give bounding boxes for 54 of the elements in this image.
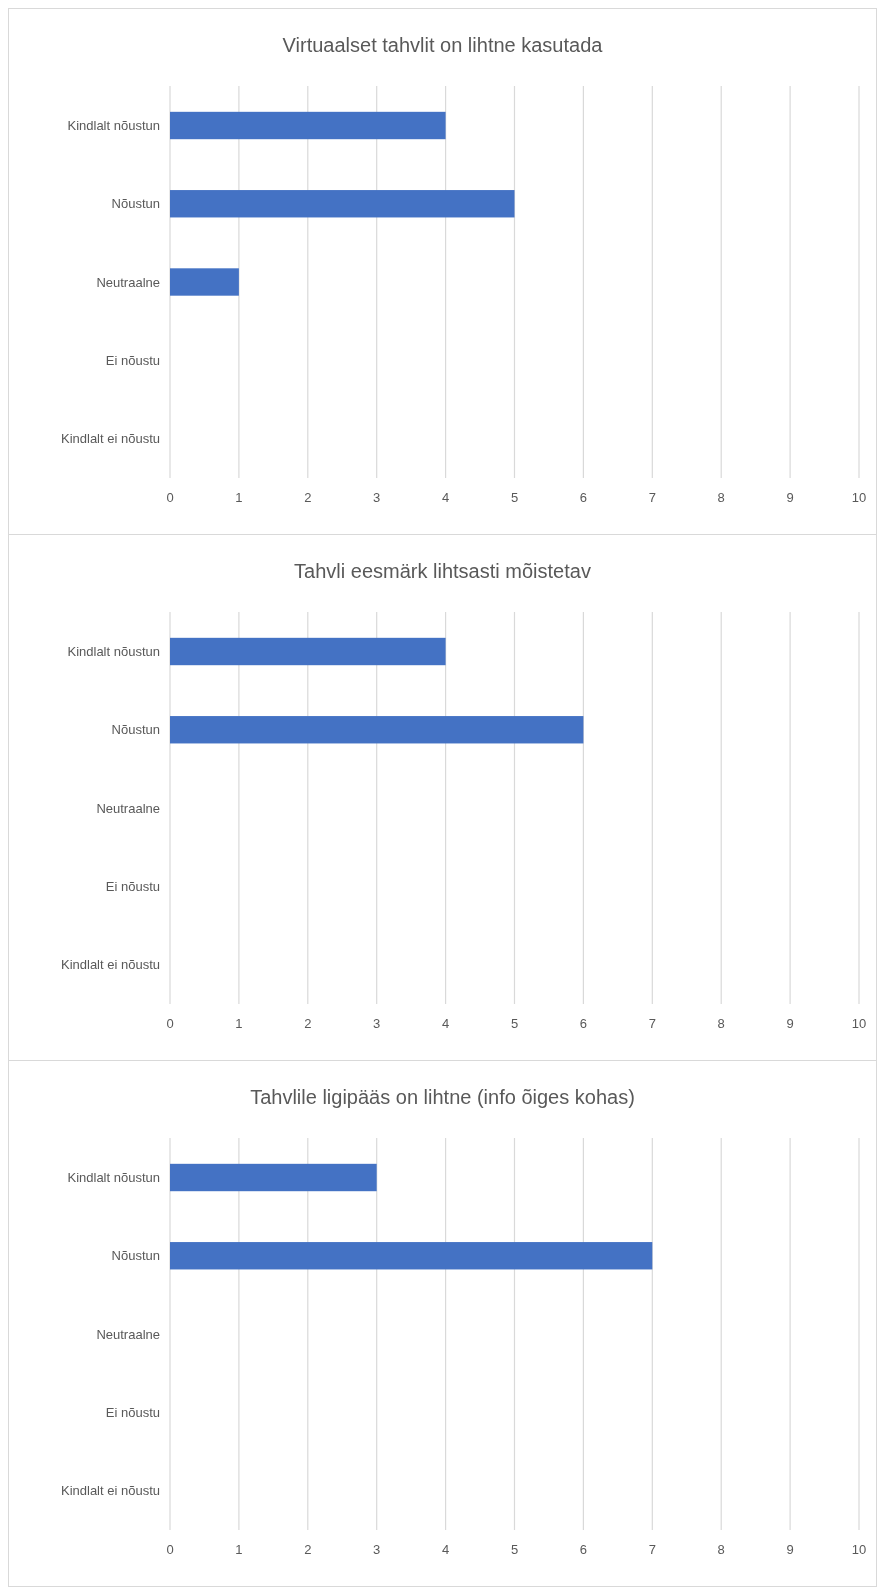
chart-title: Virtuaalset tahvlit on lihtne kasutada xyxy=(282,34,604,56)
y-tick-label: Kindlalt ei nõustu xyxy=(60,957,160,973)
y-tick-label: Kindlalt nõustun xyxy=(67,1170,160,1186)
x-tick-label: 8 xyxy=(717,1016,725,1031)
x-tick-label: 5 xyxy=(510,1016,519,1031)
x-tick-label: 4 xyxy=(441,1016,450,1031)
bar xyxy=(170,111,446,140)
x-tick-label: 5 xyxy=(510,1542,519,1557)
x-tick-label: 6 xyxy=(579,1542,588,1557)
bar xyxy=(170,268,239,296)
x-tick-label: 9 xyxy=(786,490,794,505)
chart-title: Tahvli eesmärk lihtsasti mõistetav xyxy=(294,560,591,582)
y-tick-label: Ei nõustu xyxy=(105,352,160,368)
y-tick-label: Neutraalne xyxy=(96,800,160,816)
x-tick-label: 5 xyxy=(510,490,519,505)
y-tick-label: Ei nõustu xyxy=(105,878,160,894)
x-tick-label: 4 xyxy=(441,490,450,505)
y-tick-label: Ei nõustu xyxy=(105,1404,160,1420)
x-tick-label: 7 xyxy=(648,1542,656,1557)
y-tick-label: Nõustun xyxy=(111,196,160,212)
y-tick-label: Nõustun xyxy=(111,1248,160,1264)
x-tick-label: 10 xyxy=(851,490,867,505)
x-tick-label: 2 xyxy=(304,1542,312,1557)
chart-title: Tahvlile ligipääs on lihtne (info õiges kohas) xyxy=(250,1086,635,1108)
x-tick-label: 2 xyxy=(304,490,312,505)
x-tick-label: 1 xyxy=(235,1542,243,1557)
x-tick-label: 10 xyxy=(851,1016,867,1031)
y-tick-label: Kindlalt nõustun xyxy=(67,118,160,134)
x-tick-label: 8 xyxy=(717,490,725,505)
x-tick-label: 1 xyxy=(235,1016,243,1031)
x-tick-label: 3 xyxy=(373,1016,381,1031)
x-tick-label: 8 xyxy=(717,1542,725,1557)
x-tick-label: 6 xyxy=(579,490,588,505)
x-tick-label: 6 xyxy=(579,1016,588,1031)
x-tick-label: 4 xyxy=(441,1542,450,1557)
x-tick-label: 3 xyxy=(373,490,381,505)
x-tick-label: 0 xyxy=(166,490,174,505)
x-tick-label: 1 xyxy=(235,490,243,505)
x-tick-label: 7 xyxy=(648,1016,656,1031)
x-tick-label: 10 xyxy=(851,1542,867,1557)
y-tick-label: Neutraalne xyxy=(96,1326,160,1342)
y-tick-label: Kindlalt ei nõustu xyxy=(60,1483,160,1499)
x-tick-label: 3 xyxy=(373,1542,381,1557)
y-tick-label: Kindlalt ei nõustu xyxy=(60,431,160,447)
bar xyxy=(170,190,515,218)
x-tick-label: 9 xyxy=(786,1542,794,1557)
y-tick-label: Kindlalt nõustun xyxy=(67,644,160,660)
y-tick-label: Neutraalne xyxy=(96,274,160,290)
x-tick-label: 7 xyxy=(648,490,656,505)
x-tick-label: 9 xyxy=(786,1016,794,1031)
y-tick-label: Nõustun xyxy=(111,722,160,738)
x-tick-label: 0 xyxy=(166,1542,174,1557)
x-tick-label: 2 xyxy=(304,1016,312,1031)
x-tick-label: 0 xyxy=(166,1016,174,1031)
